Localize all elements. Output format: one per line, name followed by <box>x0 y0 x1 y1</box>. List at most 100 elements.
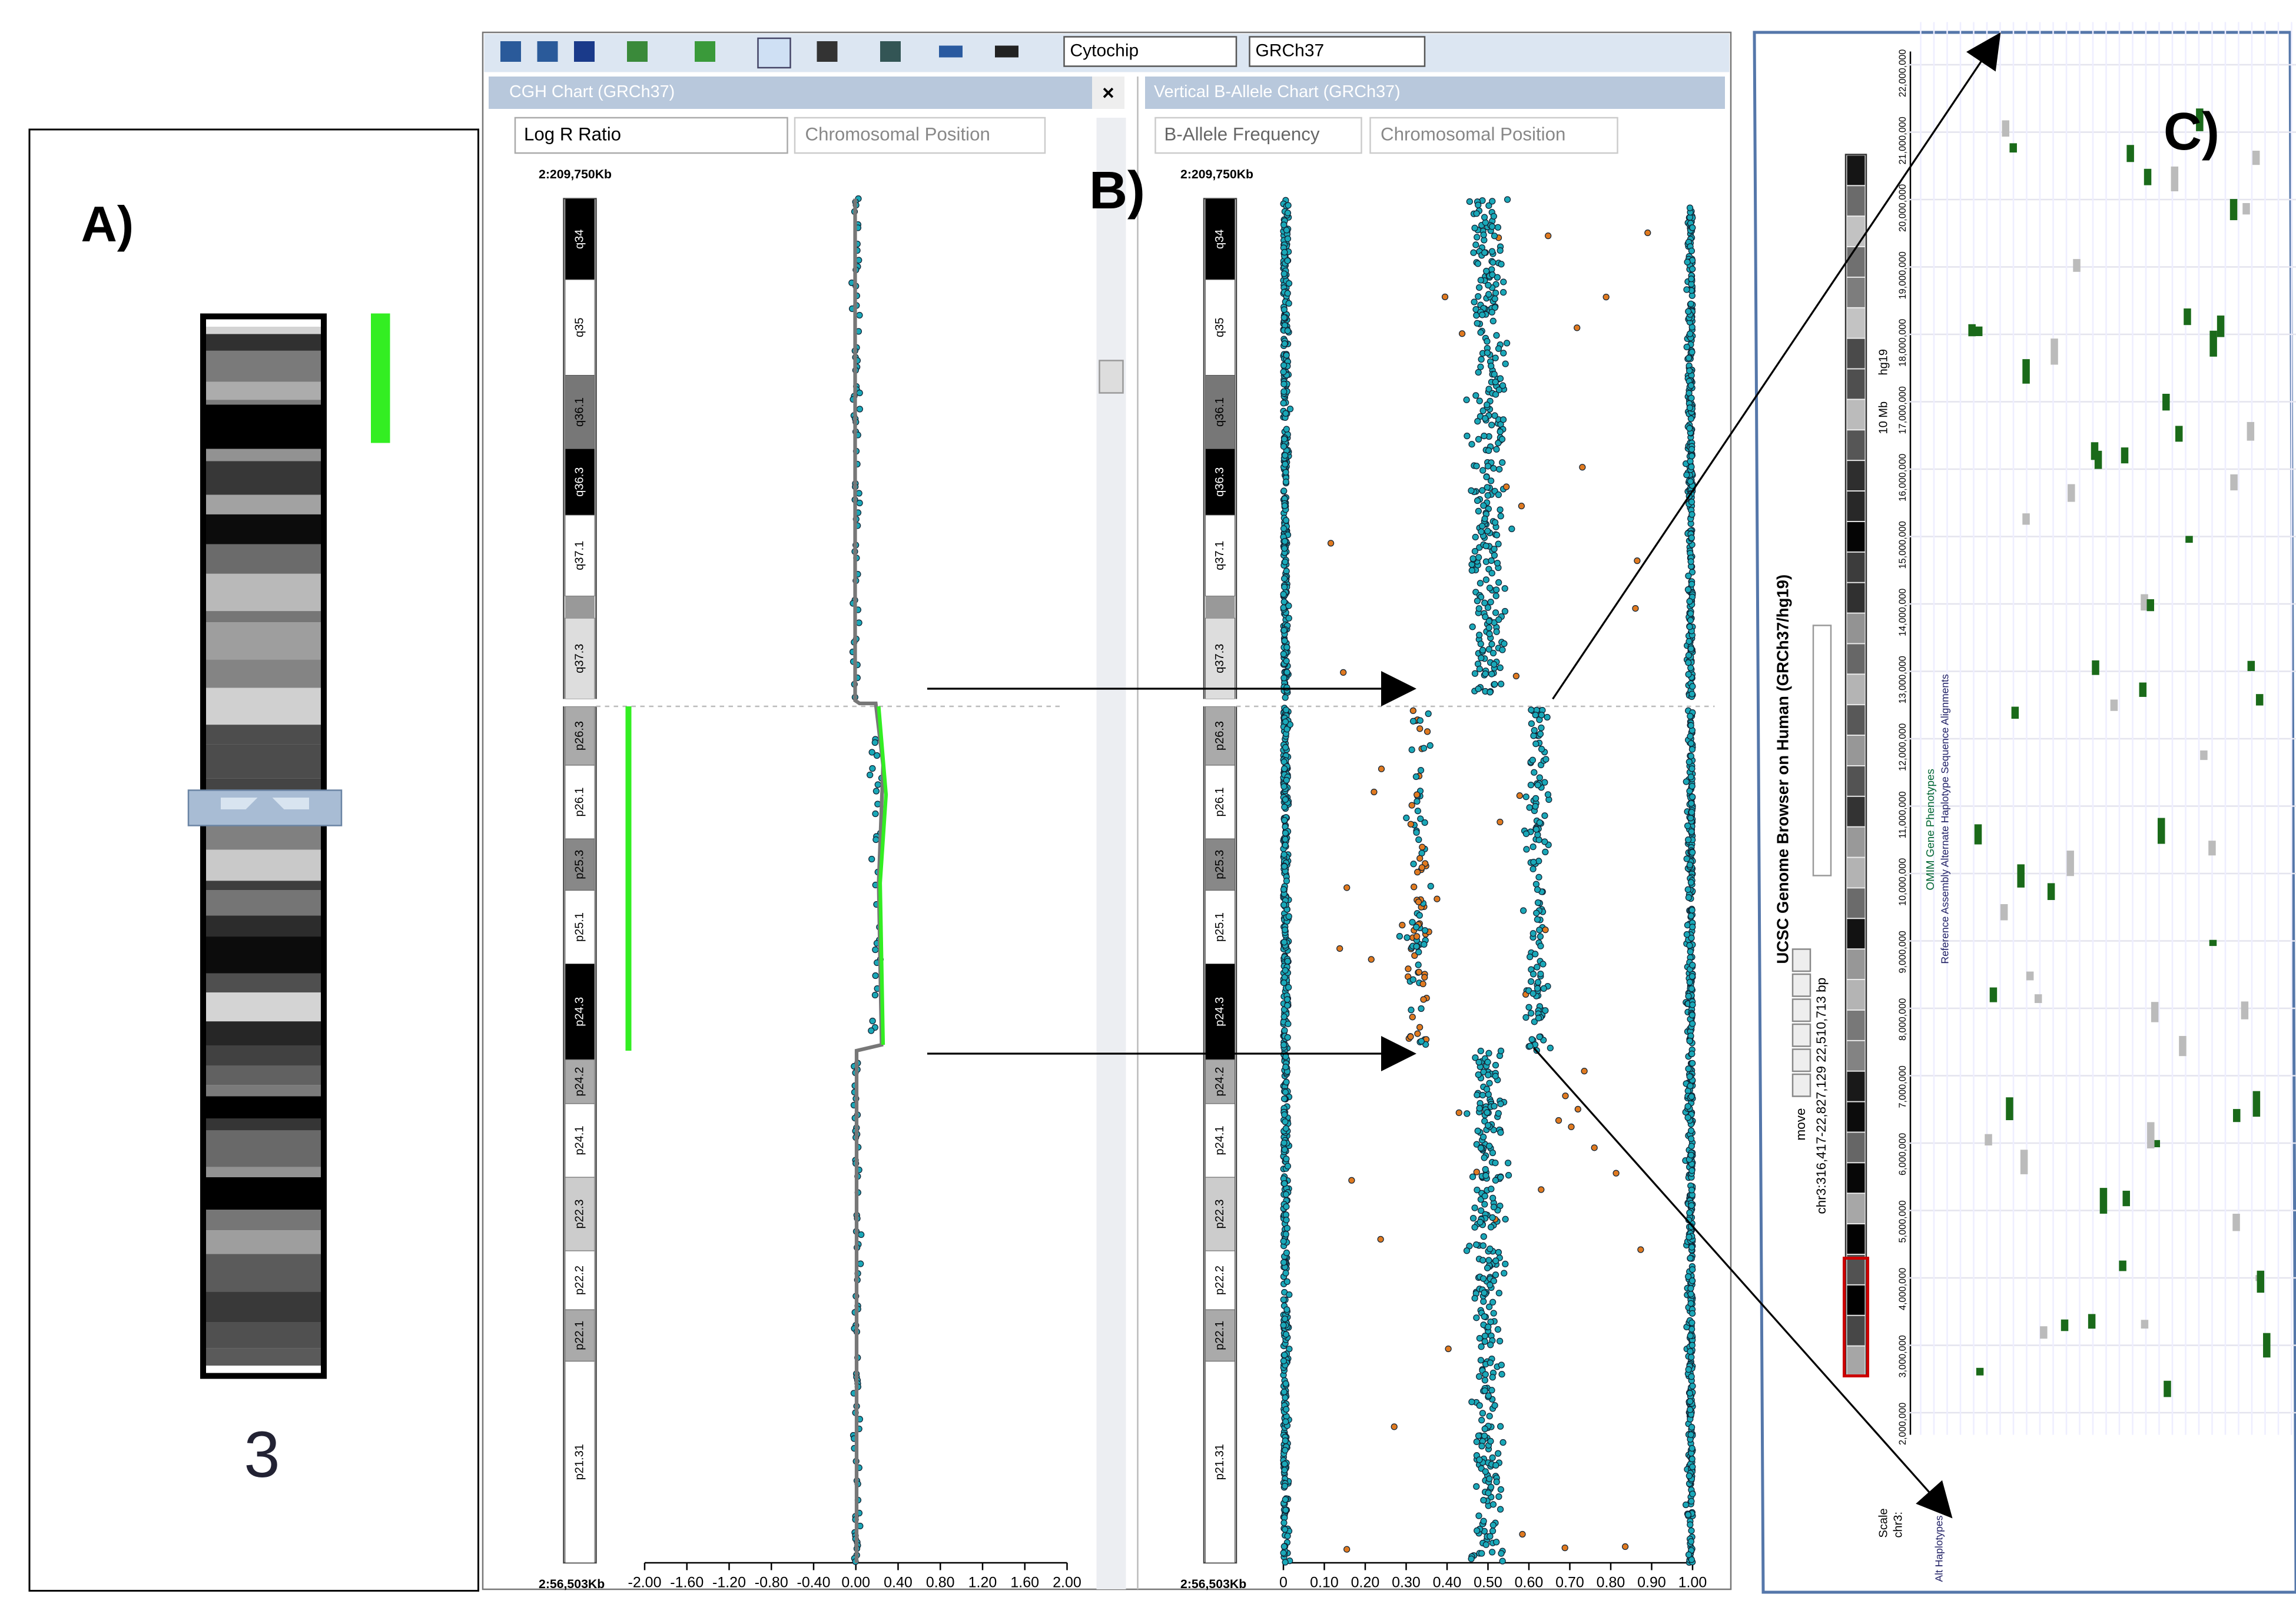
baf-point <box>1424 728 1431 735</box>
nav-button[interactable] <box>1791 1048 1811 1072</box>
nav-button[interactable] <box>1791 973 1811 997</box>
dropdown[interactable] <box>1063 36 1237 67</box>
baf-point <box>1282 1394 1289 1402</box>
baf-point <box>1544 791 1552 798</box>
tool-icon[interactable] <box>817 41 838 62</box>
tool-icon[interactable] <box>939 45 963 58</box>
cgh-point <box>871 739 878 746</box>
x-tick-label: 0.80 <box>1597 1575 1625 1591</box>
baf-point <box>1532 795 1539 802</box>
baf-point <box>1478 1417 1485 1424</box>
baf-point <box>1485 291 1492 298</box>
baf-point <box>1468 487 1475 494</box>
close-button[interactable] <box>1092 77 1124 109</box>
baf-point <box>1687 1521 1694 1528</box>
baf-point <box>1479 1410 1487 1417</box>
coordinate: 20,000,000 <box>1897 184 1908 232</box>
baf-point <box>1471 1294 1478 1302</box>
nav-button[interactable] <box>1791 998 1811 1022</box>
baf-point <box>1421 819 1428 826</box>
baf-point <box>1280 758 1288 765</box>
chrom-band <box>1847 1316 1865 1346</box>
gene-feature <box>2233 1109 2241 1123</box>
baf-point <box>1688 275 1695 283</box>
baf-point <box>1491 552 1498 559</box>
baf-point <box>1491 661 1498 668</box>
tool-icon[interactable] <box>574 41 595 62</box>
chrom-band <box>1847 338 1865 368</box>
band-label: p24.1 <box>573 1125 586 1155</box>
baf-point <box>1281 816 1288 824</box>
baf-point <box>1688 1527 1695 1535</box>
tool-icon[interactable] <box>995 45 1018 58</box>
baf-point <box>1686 1209 1693 1216</box>
tool-icon[interactable] <box>757 37 791 69</box>
coordinate: 8,000,000 <box>1897 998 1908 1041</box>
baf-point <box>1688 1167 1696 1174</box>
dropdown[interactable] <box>794 117 1046 154</box>
scrollbar[interactable] <box>1096 118 1126 1589</box>
chrom-band <box>1847 888 1865 918</box>
baf-point <box>1489 649 1497 657</box>
close-icon[interactable]: × <box>1102 81 1114 104</box>
band <box>565 1361 595 1563</box>
chrom-band <box>1847 1133 1865 1163</box>
baf-point <box>1474 320 1481 327</box>
baf-point <box>1484 338 1491 345</box>
band <box>206 404 321 449</box>
baf-point <box>1415 948 1422 955</box>
baf-point <box>1685 354 1693 361</box>
x-tick-label: 0.50 <box>1474 1575 1502 1591</box>
search-box[interactable] <box>1812 625 1832 876</box>
baf-point <box>1492 391 1499 398</box>
baf-point <box>1481 1332 1489 1340</box>
baf-point <box>1495 579 1502 586</box>
baf-point <box>1528 706 1535 713</box>
baf-point <box>1336 945 1343 952</box>
dropdown[interactable] <box>514 117 788 154</box>
baf-point <box>1493 586 1500 593</box>
baf-point <box>1485 1489 1492 1496</box>
dropdown[interactable] <box>1154 117 1362 154</box>
dropdown[interactable] <box>1249 36 1426 67</box>
region-bar <box>625 706 632 1051</box>
gene-feature <box>2175 426 2183 442</box>
baf-point <box>1687 733 1694 740</box>
baf-point <box>1470 249 1477 256</box>
tool-icon[interactable] <box>627 41 648 62</box>
baf-point <box>1455 1109 1462 1117</box>
band <box>206 381 321 400</box>
nav-button[interactable] <box>1791 1073 1811 1097</box>
nav-button[interactable] <box>1791 1023 1811 1047</box>
baf-point <box>1482 1541 1489 1548</box>
assembly-label: hg19 <box>1877 349 1890 376</box>
baf-point <box>1495 1248 1502 1256</box>
dropdown[interactable] <box>1369 117 1618 154</box>
cgh-point <box>872 788 880 795</box>
baf-point <box>1499 459 1506 466</box>
tool-icon[interactable] <box>695 41 715 62</box>
nav-button[interactable] <box>1791 948 1811 972</box>
gene-feature <box>2061 1319 2069 1331</box>
baf-point <box>1407 1033 1414 1040</box>
view-marker <box>1843 1257 1869 1377</box>
tool-icon[interactable] <box>880 41 901 62</box>
baf-point <box>1487 1341 1494 1349</box>
band <box>1205 1309 1235 1361</box>
baf-point <box>1468 441 1475 448</box>
scroll-thumb[interactable] <box>1099 360 1124 394</box>
baf-point <box>1688 746 1696 753</box>
tool-icon[interactable] <box>537 41 558 62</box>
baf-point <box>1473 1168 1480 1175</box>
cgh-point <box>868 1027 875 1034</box>
gene-feature <box>2247 421 2255 441</box>
baf-point <box>1474 597 1481 605</box>
baf-point <box>1537 730 1544 738</box>
tool-icon[interactable] <box>500 41 521 62</box>
dropdown-text: Log R Ratio <box>524 124 621 144</box>
baf-point <box>1503 483 1510 490</box>
baf-point <box>1280 650 1287 657</box>
band <box>565 706 595 766</box>
chromosome-label: 3 <box>244 1419 280 1491</box>
baf-point <box>1490 212 1498 220</box>
